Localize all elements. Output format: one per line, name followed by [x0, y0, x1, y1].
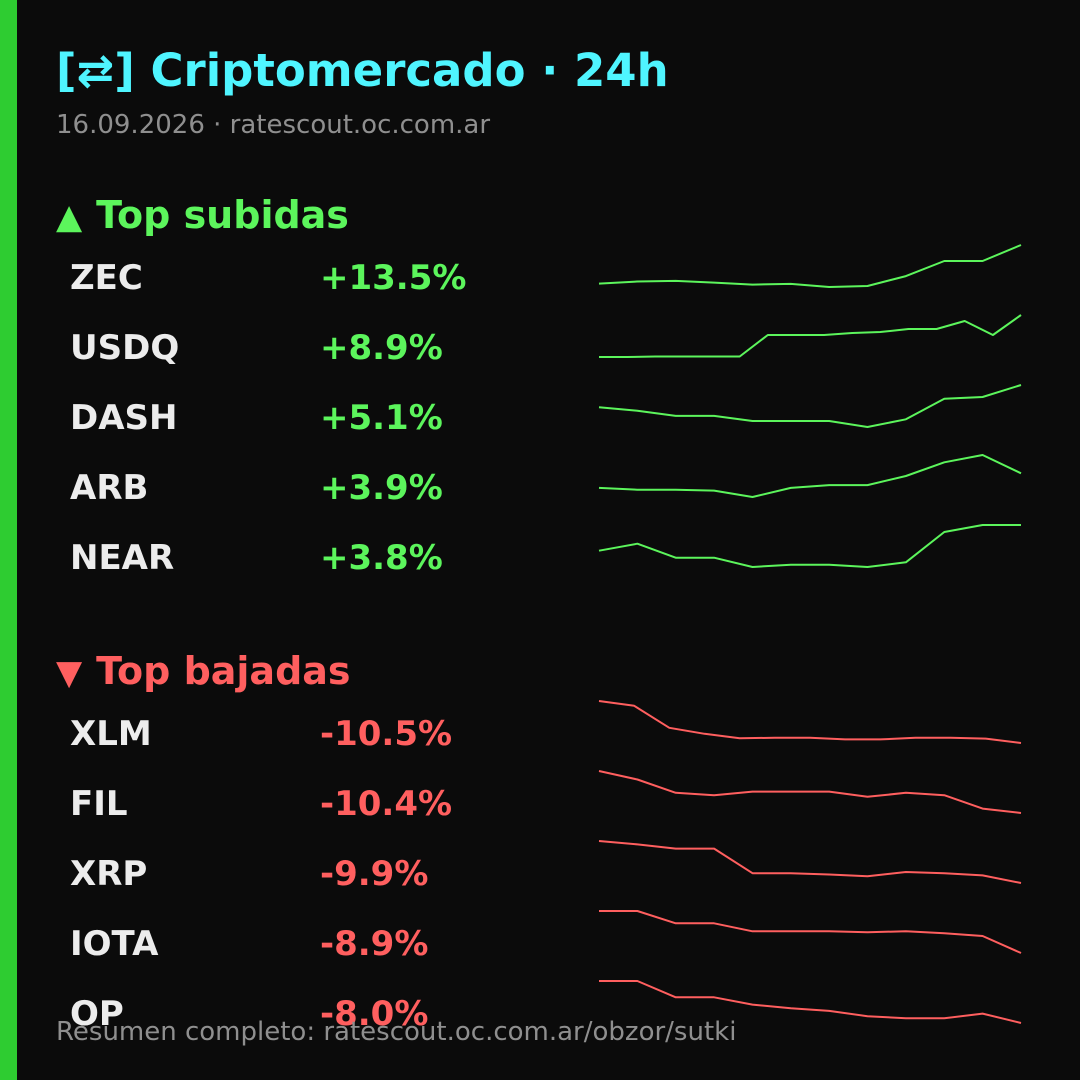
- sparkline-chart: [598, 454, 1022, 498]
- triangle-up-icon: ▲: [56, 197, 83, 237]
- sparkline-line: [598, 700, 1022, 744]
- coin-change: -10.5%: [320, 714, 453, 754]
- coin-symbol: OP: [70, 994, 124, 1034]
- coin-change: -8.0%: [320, 994, 429, 1034]
- coin-change: +5.1%: [320, 398, 443, 438]
- sparkline-chart: [598, 244, 1022, 288]
- coin-symbol: ARB: [70, 468, 149, 508]
- triangle-down-icon: ▼: [56, 653, 83, 693]
- coin-row: NEAR +3.8%: [0, 524, 1080, 603]
- sparkline-chart: [598, 700, 1022, 744]
- coin-change: +13.5%: [320, 258, 467, 298]
- coin-row: USDQ +8.9%: [0, 314, 1080, 393]
- coin-symbol: XRP: [70, 854, 148, 894]
- coin-symbol: DASH: [70, 398, 178, 438]
- coin-change: +8.9%: [320, 328, 443, 368]
- sparkline-chart: [598, 384, 1022, 428]
- coin-change: -8.9%: [320, 924, 429, 964]
- coin-symbol: ZEC: [70, 258, 143, 298]
- sparkline-line: [598, 454, 1022, 498]
- coin-row: XLM -10.5%: [0, 700, 1080, 779]
- coin-change: -9.9%: [320, 854, 429, 894]
- coin-symbol: USDQ: [70, 328, 180, 368]
- coin-change: +3.8%: [320, 538, 443, 578]
- sparkline-chart: [598, 840, 1022, 884]
- gainers-heading-label: Top subidas: [96, 193, 349, 237]
- coin-change: -10.4%: [320, 784, 453, 824]
- coin-symbol: XLM: [70, 714, 152, 754]
- page-title: [⇄] Criptomercado · 24h: [56, 44, 669, 97]
- coin-row: FIL -10.4%: [0, 770, 1080, 849]
- coin-row: XRP -9.9%: [0, 840, 1080, 919]
- coin-row: ARB +3.9%: [0, 454, 1080, 533]
- footer-link[interactable]: Resumen completo: ratescout.oc.com.ar/ob…: [56, 1017, 737, 1047]
- sparkline-line: [598, 384, 1022, 428]
- sparkline-line: [598, 770, 1022, 814]
- sparkline-line: [598, 524, 1021, 568]
- accent-bar: [0, 0, 17, 1080]
- sparkline-chart: [598, 770, 1022, 814]
- coin-row: OP -8.0%: [0, 980, 1080, 1059]
- sparkline-line: [599, 314, 1022, 358]
- losers-heading-label: Top bajadas: [96, 649, 351, 693]
- sparkline-chart: [599, 980, 1022, 1024]
- coin-symbol: NEAR: [70, 538, 175, 578]
- sparkline-line: [599, 980, 1022, 1024]
- coin-change: +3.9%: [320, 468, 443, 508]
- coin-symbol: IOTA: [70, 924, 159, 964]
- sparkline-chart: [599, 910, 1022, 954]
- coin-row: IOTA -8.9%: [0, 910, 1080, 989]
- coin-row: DASH +5.1%: [0, 384, 1080, 463]
- page-subtitle: 16.09.2026 · ratescout.oc.com.ar: [56, 110, 491, 140]
- gainers-heading: ▲ Top subidas: [56, 193, 349, 237]
- sparkline-line: [598, 244, 1022, 288]
- sparkline-line: [598, 840, 1022, 884]
- coin-symbol: FIL: [70, 784, 128, 824]
- coin-row: ZEC +13.5%: [0, 244, 1080, 323]
- sparkline-line: [599, 910, 1022, 954]
- sparkline-chart: [599, 314, 1022, 358]
- sparkline-chart: [598, 524, 1021, 568]
- losers-heading: ▼ Top bajadas: [56, 649, 351, 693]
